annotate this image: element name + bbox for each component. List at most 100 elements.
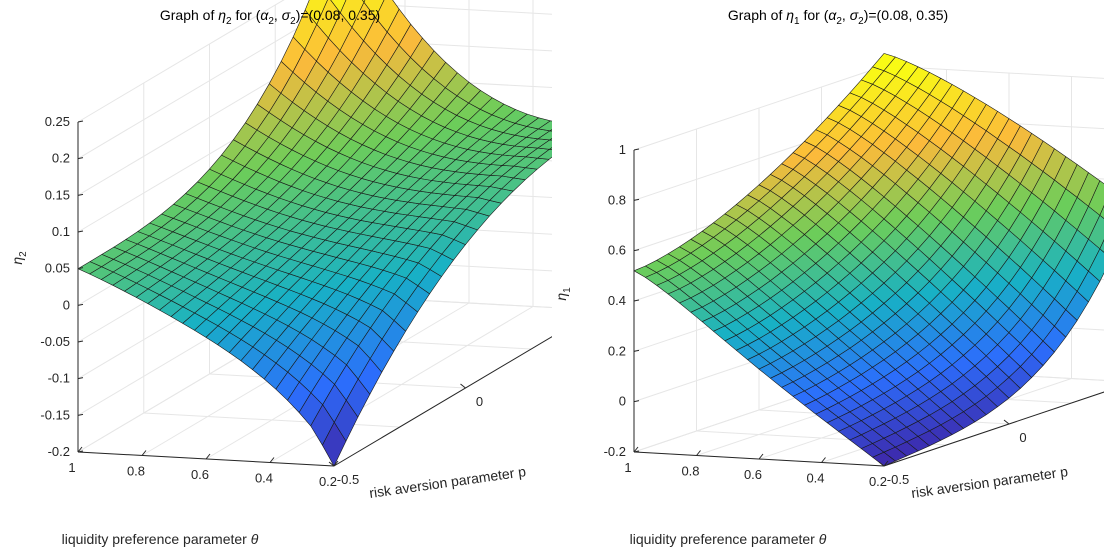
theta-tick bbox=[269, 457, 275, 463]
surface-facet bbox=[537, 139, 552, 150]
theta-tick-label: 0.6 bbox=[191, 467, 209, 482]
z-tick bbox=[77, 193, 84, 196]
z-tick-label: 0.2 bbox=[608, 343, 626, 358]
y-axis-label: liquidity preference parameter θ bbox=[62, 531, 259, 547]
surface-facet bbox=[1088, 215, 1104, 250]
z-tick-label: 0 bbox=[619, 394, 626, 409]
chart-title-part: for ( bbox=[232, 7, 261, 23]
surface-plot-eta1: -0.200.20.40.60.810.20.40.60.81-0.500.5r… bbox=[553, 7, 1104, 547]
theta-tick-label: 1 bbox=[624, 460, 631, 475]
theta-tick-label: 1 bbox=[68, 460, 75, 475]
z-tick-label: 0.1 bbox=[52, 224, 70, 239]
x-axis-label: risk aversion parameter p bbox=[368, 463, 527, 501]
z-tick-label: 0 bbox=[63, 297, 70, 312]
z-tick bbox=[77, 377, 84, 380]
z-axis-label-var: η bbox=[553, 293, 569, 301]
z-axis-label-var: η bbox=[9, 257, 25, 265]
surface-plot-eta2: -0.2 -0.15 -0.1 -0.05 0 0.05 0.1 0.15 0.2 0.25 0.2… bbox=[9, 0, 552, 547]
z-tick bbox=[77, 230, 84, 233]
z-tick-label: 0.05 bbox=[45, 261, 70, 276]
surface-facet bbox=[549, 138, 552, 141]
theta-tick bbox=[205, 453, 211, 460]
surface-facet bbox=[549, 129, 552, 132]
surface-facet bbox=[549, 147, 552, 150]
chart-title-part: Graph of bbox=[728, 7, 786, 23]
z-tick bbox=[633, 400, 640, 403]
z-tick bbox=[633, 349, 640, 352]
p-tick bbox=[878, 461, 885, 467]
surface bbox=[77, 0, 552, 467]
chart-title-part: 2 bbox=[290, 16, 296, 27]
theta-tick bbox=[633, 446, 639, 453]
z-tick bbox=[633, 198, 640, 201]
surface-facet bbox=[1088, 248, 1104, 282]
theta-tick-label: 0.8 bbox=[127, 464, 145, 479]
chart-title-part: 2 bbox=[226, 16, 232, 27]
p-tick-label: 0 bbox=[476, 394, 483, 409]
z-tick bbox=[633, 249, 640, 252]
theta-tick bbox=[141, 450, 147, 456]
p-tick bbox=[1003, 419, 1010, 425]
theta-tick bbox=[883, 460, 889, 467]
x-axis-label: risk aversion parameter p bbox=[910, 463, 1069, 501]
z-tick-label: -0.15 bbox=[40, 407, 70, 422]
theta-tick-label: 0.6 bbox=[744, 467, 762, 482]
surface-facet bbox=[538, 120, 552, 132]
y-axis-label-part: θ bbox=[251, 531, 259, 547]
theta-tick-label: 0.8 bbox=[681, 464, 699, 479]
theta-tick bbox=[758, 453, 764, 460]
z-tick-label: 0.15 bbox=[45, 187, 70, 202]
chart-title-part: 2 bbox=[858, 16, 864, 27]
chart-title-part: 2 bbox=[268, 16, 274, 27]
chart-title: Graph of η2 for (α2, σ2)=(0.08, 0.35) bbox=[160, 7, 380, 27]
theta-tick-label: 0.4 bbox=[806, 471, 824, 486]
theta-tick bbox=[77, 446, 83, 453]
p-tick-label: -0.5 bbox=[887, 472, 909, 487]
z-tick bbox=[77, 340, 84, 343]
z-tick-label: -0.1 bbox=[48, 371, 70, 386]
surface-facet bbox=[363, 0, 385, 19]
chart-title-part: Graph of bbox=[160, 7, 218, 23]
z-tick bbox=[633, 450, 640, 453]
z-tick-label: 0.25 bbox=[45, 114, 70, 129]
p-tick bbox=[328, 461, 335, 467]
surface-facet bbox=[362, 0, 366, 3]
theta-tick bbox=[333, 460, 339, 467]
chart-title-part: η bbox=[786, 7, 794, 23]
z-tick bbox=[633, 299, 640, 302]
z-tick bbox=[77, 120, 84, 123]
y-axis-label: liquidity preference parameter θ bbox=[630, 531, 827, 547]
z-tick-label: -0.2 bbox=[604, 444, 626, 459]
chart-title-part: σ bbox=[282, 7, 291, 23]
surface-facet bbox=[537, 130, 552, 141]
theta-tick bbox=[821, 457, 826, 463]
z-tick bbox=[77, 303, 84, 306]
chart-title: Graph of η1 for (α2, σ2)=(0.08, 0.35) bbox=[728, 7, 948, 27]
chart-title-part: for ( bbox=[800, 7, 829, 23]
chart-title-part: , bbox=[274, 7, 282, 23]
surface-facet bbox=[1088, 180, 1104, 216]
chart-title-part: σ bbox=[850, 7, 859, 23]
y-axis-label-part: liquidity preference parameter bbox=[62, 531, 251, 547]
surface-facet bbox=[537, 149, 552, 160]
chart-title-part: α bbox=[260, 7, 269, 23]
z-tick bbox=[77, 157, 84, 160]
theta-tick-label: 0.2 bbox=[319, 474, 337, 489]
z-tick-label: 1 bbox=[619, 142, 626, 157]
chart-title-part: 2 bbox=[836, 16, 842, 27]
surface-facet bbox=[1099, 239, 1104, 253]
surface bbox=[633, 53, 1104, 467]
z-axis-label-sub: 1 bbox=[562, 287, 573, 293]
theta-tick bbox=[696, 450, 701, 456]
gridline-theta-floor bbox=[269, 306, 534, 463]
chart-title-part: η bbox=[218, 7, 226, 23]
z-axis-label-sub: 2 bbox=[18, 251, 29, 257]
p-tick-label: 0 bbox=[1019, 430, 1026, 445]
surface-facet bbox=[304, 0, 328, 25]
z-tick bbox=[633, 148, 640, 151]
surface-facet bbox=[1099, 205, 1104, 219]
z-axis-label: η1 bbox=[553, 287, 573, 301]
chart-title-part: )=(0.08, 0.35) bbox=[864, 7, 948, 23]
surface-facet bbox=[330, 0, 347, 14]
